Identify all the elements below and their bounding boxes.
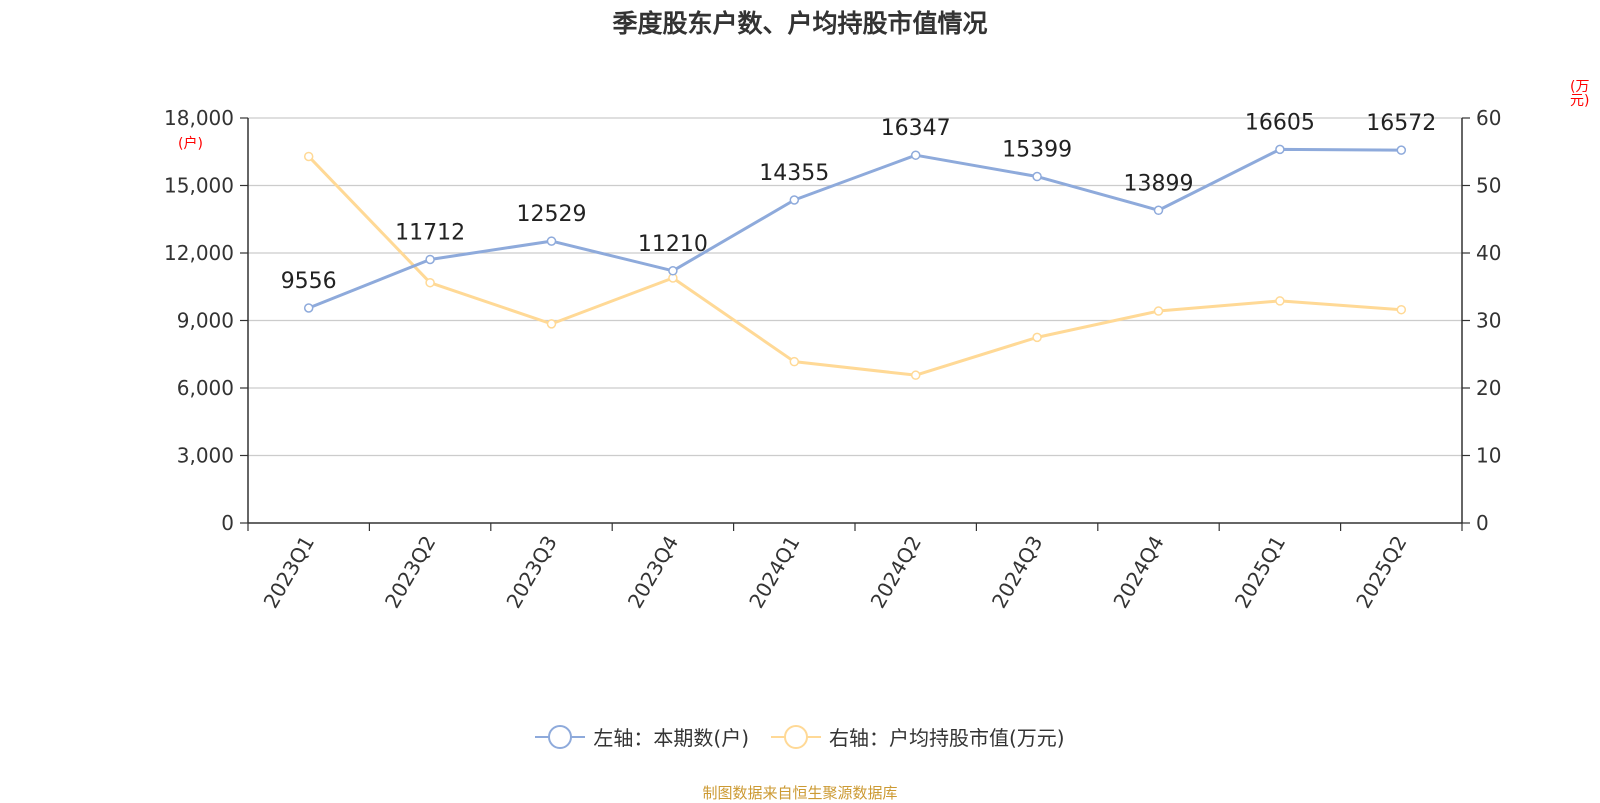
data-point-avg-market-value <box>1275 296 1285 306</box>
data-point-avg-market-value <box>789 356 800 367</box>
legend-swatch-series2 <box>771 724 821 749</box>
x-tick-label: 2023Q3 <box>501 532 561 613</box>
data-point-shareholder-count <box>1032 171 1042 182</box>
right-tick-label: 0 <box>1476 511 1489 535</box>
legend-item-series1[interactable]: 左轴：本期数(户) <box>535 722 749 751</box>
data-label-shareholder-count: 14355 <box>759 161 829 186</box>
right-tick-label: 50 <box>1476 174 1501 198</box>
data-point-avg-market-value <box>303 151 314 162</box>
right-tick-label: 40 <box>1476 241 1501 265</box>
data-point-shareholder-count <box>303 303 314 313</box>
legend-item-series2[interactable]: 右轴：户均持股市值(万元) <box>771 722 1065 751</box>
right-tick-label: 10 <box>1476 444 1501 468</box>
data-point-shareholder-count <box>425 254 435 265</box>
data-label-shareholder-count: 16347 <box>881 116 951 141</box>
left-tick-label: 9,000 <box>177 309 234 333</box>
x-tick-label: 2023Q4 <box>623 532 683 613</box>
right-tick-label: 30 <box>1476 309 1501 333</box>
data-point-avg-market-value <box>1032 332 1042 343</box>
data-label-shareholder-count: 9556 <box>281 269 337 294</box>
x-tick-label: 2023Q2 <box>380 532 440 613</box>
left-tick-label: 12,000 <box>164 241 234 265</box>
x-tick-label: 2024Q4 <box>1108 532 1168 613</box>
data-label-shareholder-count: 11712 <box>395 220 465 245</box>
left-tick-label: 18,000 <box>164 106 234 130</box>
legend: 左轴：本期数(户) 右轴：户均持股市值(万元) <box>0 722 1600 751</box>
left-tick-label: 15,000 <box>164 174 234 198</box>
data-point-shareholder-count <box>1153 205 1164 216</box>
data-label-shareholder-count: 15399 <box>1002 138 1072 163</box>
right-tick-label: 20 <box>1476 376 1501 400</box>
data-label-shareholder-count: 13899 <box>1124 171 1194 196</box>
source-note: 制图数据来自恒生聚源数据库 <box>702 784 898 802</box>
x-tick-label: 2024Q1 <box>744 532 804 613</box>
data-label-shareholder-count: 16572 <box>1366 111 1436 136</box>
x-tick-label: 2025Q1 <box>1230 532 1290 613</box>
data-point-shareholder-count <box>546 236 557 246</box>
data-point-avg-market-value <box>546 319 557 329</box>
legend-swatch-series1 <box>535 724 586 749</box>
legend-label-series2: 右轴：户均持股市值(万元) <box>829 726 1065 750</box>
data-point-shareholder-count <box>668 266 678 276</box>
data-point-avg-market-value <box>425 277 435 288</box>
data-point-shareholder-count <box>1396 145 1407 155</box>
data-point-shareholder-count <box>1275 144 1285 155</box>
chart-title: 季度股东户数、户均持股市值情况 <box>612 9 988 38</box>
left-tick-label: 3,000 <box>177 444 234 468</box>
left-tick-label: 0 <box>221 511 234 535</box>
data-point-avg-market-value <box>1396 304 1407 315</box>
legend-label-series1: 左轴：本期数(户) <box>593 726 749 750</box>
x-tick-label: 2024Q3 <box>987 532 1047 613</box>
data-point-shareholder-count <box>910 150 921 160</box>
data-label-shareholder-count: 16605 <box>1245 110 1315 135</box>
data-point-avg-market-value <box>910 370 921 380</box>
left-tick-label: 6,000 <box>177 376 234 400</box>
series-line-shareholder-count <box>308 147 1402 310</box>
x-tick-label: 2023Q1 <box>259 532 319 613</box>
data-label-shareholder-count: 12529 <box>517 202 587 227</box>
x-tick-label: 2024Q2 <box>866 532 926 613</box>
x-tick-label: 2025Q2 <box>1351 532 1411 613</box>
data-label-shareholder-count: 11210 <box>638 232 708 257</box>
right-tick-label: 60 <box>1476 106 1501 130</box>
data-point-avg-market-value <box>1153 306 1164 316</box>
series-line-avg-market-value <box>307 155 1402 377</box>
data-point-shareholder-count <box>789 195 800 205</box>
right-axis-unit: (万元) <box>1570 79 1590 109</box>
